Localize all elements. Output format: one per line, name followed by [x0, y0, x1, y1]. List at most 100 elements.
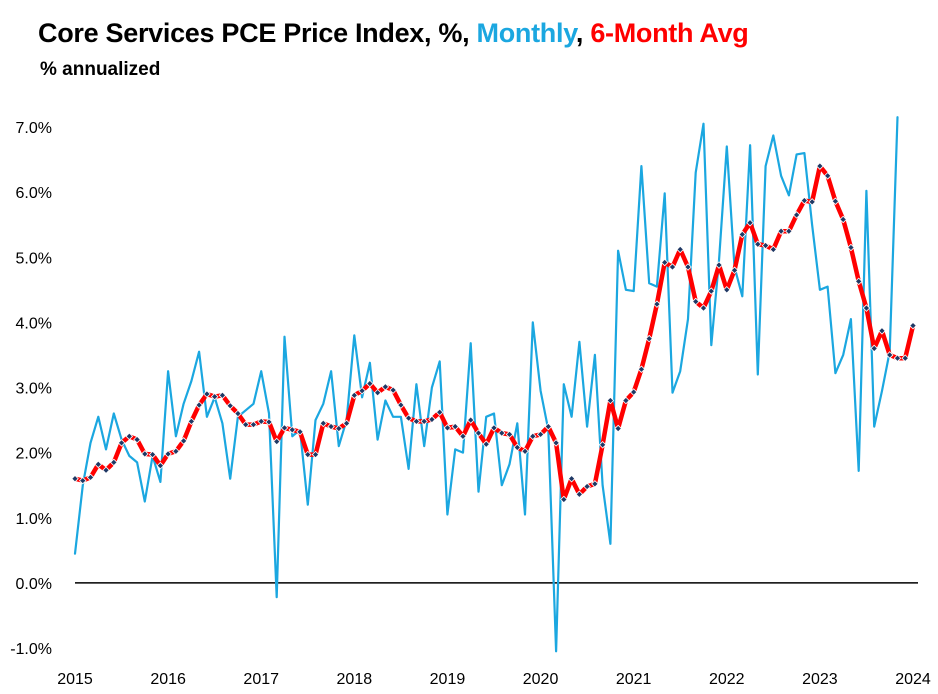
data-point-6month-avg	[668, 263, 677, 271]
data-point-6month-avg	[707, 287, 716, 295]
data-point-6month-avg	[614, 424, 622, 433]
data-point-6month-avg	[459, 432, 467, 441]
data-point-6month-avg	[148, 450, 157, 459]
data-point-6month-avg	[226, 401, 234, 410]
data-point-6month-avg	[234, 409, 242, 418]
data-point-6month-avg	[71, 474, 79, 483]
data-point-6month-avg	[808, 198, 816, 206]
data-point-6month-avg	[567, 474, 576, 483]
data-point-6month-avg	[870, 344, 878, 353]
data-point-6month-avg	[544, 422, 553, 431]
x-tick-label: 2016	[150, 671, 186, 688]
data-point-6month-avg	[684, 263, 692, 271]
y-tick-label: 6.0%	[16, 185, 52, 202]
data-point-6month-avg	[117, 439, 126, 447]
data-point-6month-avg	[715, 261, 723, 269]
data-point-6month-avg	[373, 388, 382, 397]
x-tick-label: 2020	[523, 671, 559, 688]
data-point-6month-avg	[629, 388, 638, 396]
data-point-6month-avg	[847, 243, 855, 252]
data-point-6month-avg	[164, 450, 172, 458]
data-point-6month-avg	[591, 480, 599, 488]
x-tick-label: 2019	[430, 671, 466, 688]
data-point-6month-avg	[792, 211, 801, 219]
data-point-6month-avg	[327, 422, 335, 431]
data-point-6month-avg	[497, 429, 506, 437]
data-point-6month-avg	[575, 490, 584, 499]
data-point-6month-avg	[637, 365, 646, 374]
y-tick-label: -1.0%	[10, 641, 52, 658]
data-point-6month-avg	[296, 428, 304, 436]
x-axis-labels: 2015 2016 2017 2018 2019 2020 2021 2022 2023 2024	[57, 671, 931, 688]
data-point-6month-avg	[482, 440, 491, 448]
data-point-6month-avg	[598, 441, 607, 449]
data-point-6month-avg	[676, 245, 684, 254]
data-point-6month-avg	[777, 227, 785, 235]
x-tick-label: 2015	[57, 671, 93, 688]
data-point-6month-avg	[606, 396, 615, 405]
data-point-6month-avg	[102, 466, 110, 474]
y-tick-label: 7.0%	[16, 120, 52, 137]
data-point-6month-avg	[381, 383, 390, 391]
data-point-6month-avg	[420, 417, 428, 426]
data-point-6month-avg	[699, 304, 708, 312]
data-point-6month-avg	[552, 439, 560, 447]
data-point-6month-avg	[125, 432, 134, 441]
data-point-6month-avg	[474, 429, 483, 437]
data-point-6month-avg	[218, 391, 227, 400]
chart-subtitle: % annualized	[40, 59, 161, 80]
data-point-6month-avg	[529, 432, 537, 441]
data-point-6month-avg	[311, 450, 320, 459]
data-point-6month-avg	[730, 266, 739, 275]
data-point-6month-avg	[133, 435, 141, 444]
data-point-6month-avg	[878, 327, 886, 335]
data-point-6month-avg	[272, 437, 281, 446]
data-point-6month-avg	[366, 379, 374, 388]
data-point-6month-avg	[862, 304, 871, 312]
y-tick-label: 1.0%	[16, 511, 52, 528]
data-point-6month-avg	[560, 495, 568, 504]
data-point-6month-avg	[265, 418, 273, 426]
data-point-6month-avg	[660, 258, 669, 267]
data-point-6month-avg	[645, 334, 653, 343]
data-point-6month-avg	[816, 162, 824, 170]
title-6month-avg: 6-Month Avg	[590, 18, 749, 48]
data-point-6month-avg	[195, 401, 203, 409]
y-tick-label: 0.0%	[16, 576, 52, 593]
data-point-6month-avg	[854, 277, 863, 286]
data-point-6month-avg	[785, 227, 793, 235]
data-point-6month-avg	[257, 417, 265, 426]
data-point-6month-avg	[831, 197, 840, 206]
data-point-6month-avg	[536, 430, 545, 439]
data-point-6month-avg	[319, 419, 328, 428]
data-point-6month-avg	[622, 396, 630, 405]
data-point-6month-avg	[583, 482, 591, 491]
data-point-6month-avg	[723, 286, 731, 294]
data-point-6month-avg	[203, 390, 211, 398]
data-point-6month-avg	[505, 430, 514, 439]
data-point-6month-avg	[404, 414, 413, 422]
data-point-6month-avg	[428, 415, 436, 424]
data-point-6month-avg	[358, 386, 366, 395]
data-point-6month-avg	[466, 416, 475, 424]
data-point-6month-avg	[241, 420, 250, 429]
x-tick-label: 2021	[616, 671, 652, 688]
series-layer	[71, 116, 917, 653]
data-point-6month-avg	[754, 240, 762, 248]
data-point-6month-avg	[304, 450, 312, 459]
data-point-6month-avg	[86, 473, 95, 482]
data-point-6month-avg	[761, 241, 770, 250]
data-point-6month-avg	[901, 354, 910, 362]
data-point-6month-avg	[350, 391, 359, 400]
data-point-6month-avg	[210, 392, 219, 401]
data-point-6month-avg	[885, 351, 894, 359]
data-point-6month-avg	[288, 426, 297, 434]
title-main: Core Services PCE Price Index, %,	[38, 18, 477, 48]
x-tick-label: 2022	[709, 671, 745, 688]
series-line-6month-avg	[72, 163, 916, 502]
chart-title: Core Services PCE Price Index, %, Monthl…	[38, 18, 749, 49]
y-tick-label: 3.0%	[16, 381, 52, 398]
data-point-6month-avg	[280, 424, 289, 432]
data-point-6month-avg	[909, 321, 917, 330]
